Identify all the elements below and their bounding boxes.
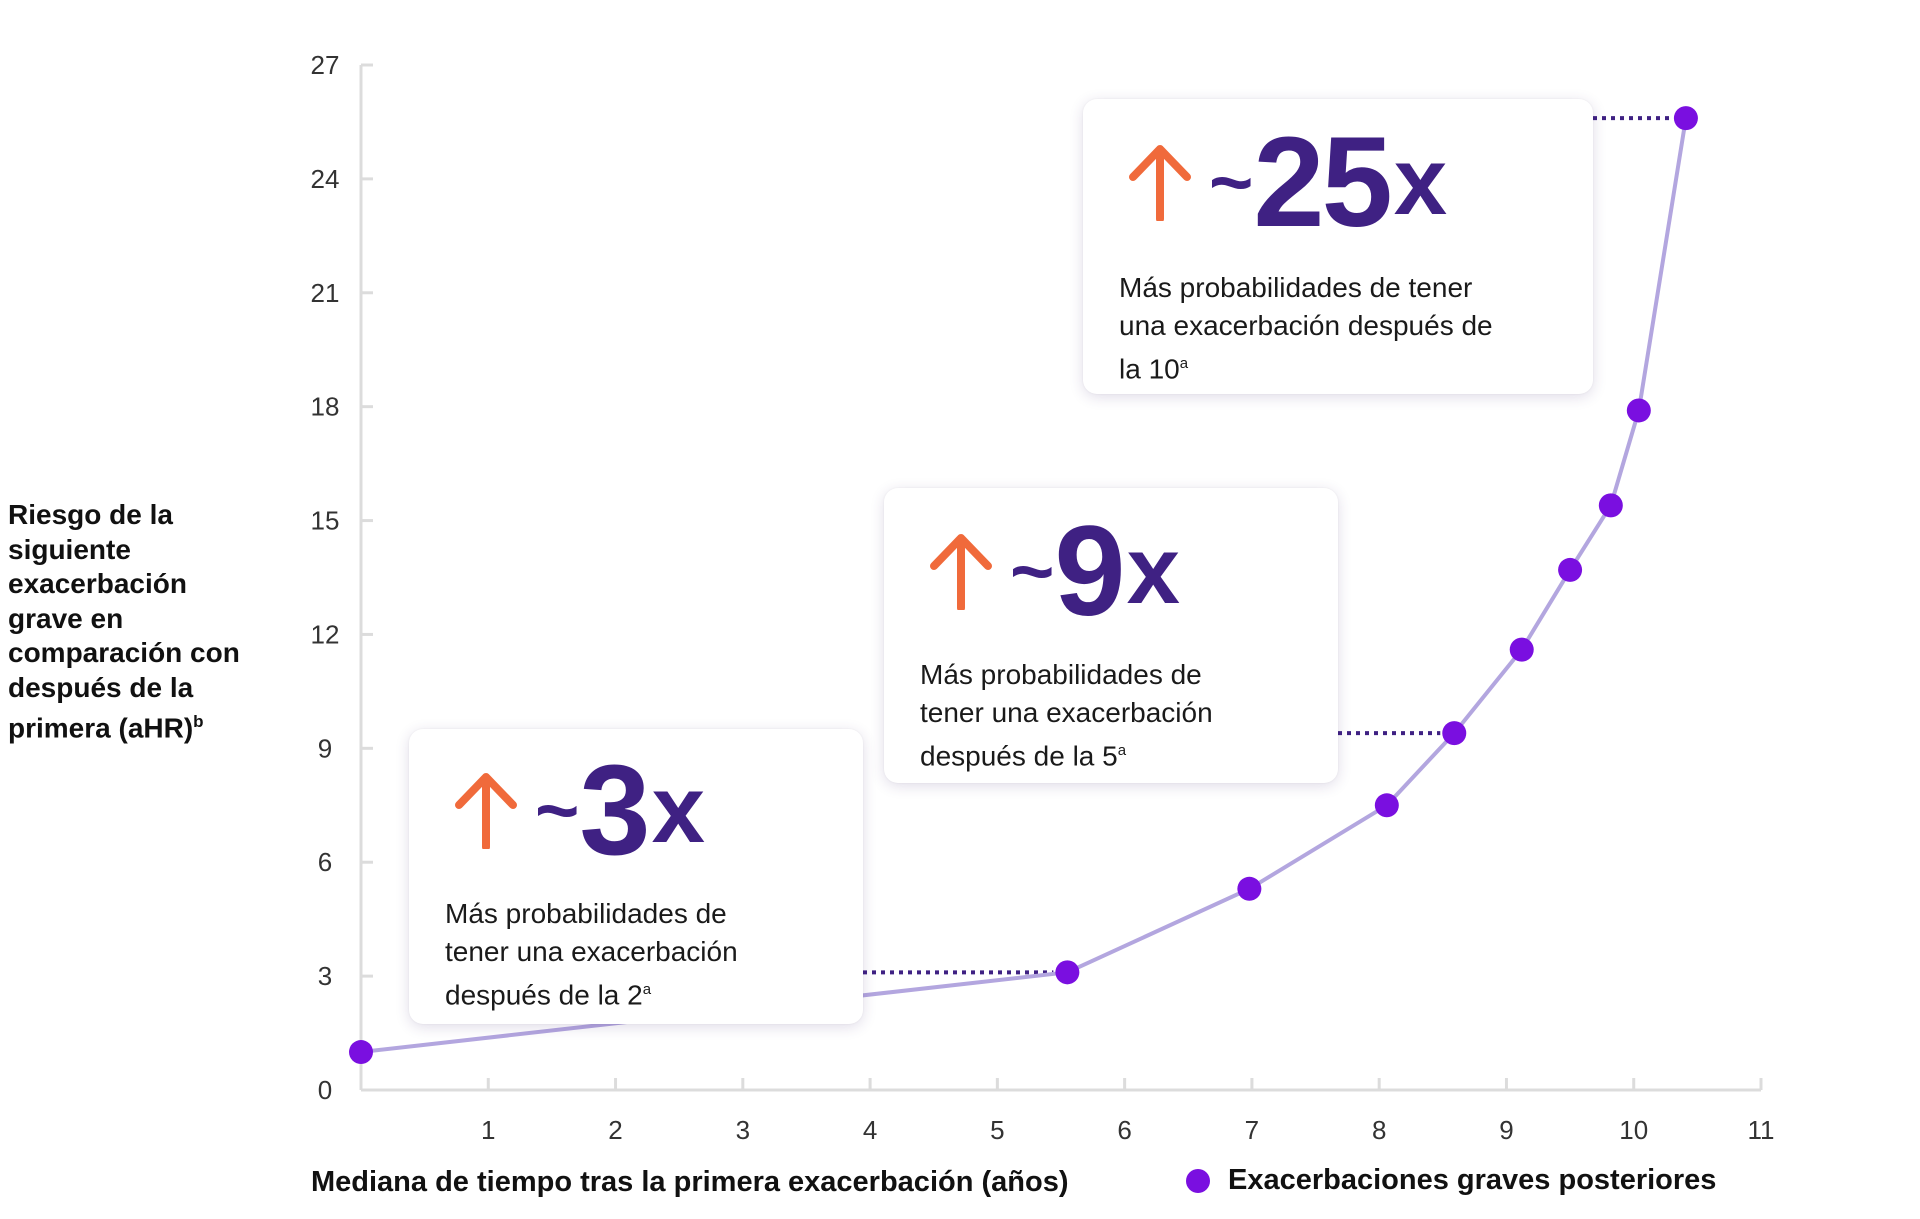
annotation-text-body: Más probabilidades de tener una exacerba…: [1119, 272, 1493, 385]
x-tick-label: 4: [863, 1115, 877, 1145]
series-line: [360, 117, 1688, 1054]
x-axis-label: Mediana de tiempo tras la primera exacer…: [311, 1166, 1069, 1198]
x-tick-label: 1: [481, 1115, 495, 1145]
x-tick-label: 5: [990, 1115, 1004, 1145]
annotation-text: Más probabilidades de tener una exacerba…: [445, 895, 738, 1014]
data-point: [1442, 721, 1467, 746]
data-point: [1626, 398, 1651, 423]
annotation-text: Más probabilidades de tener una exacerba…: [1119, 269, 1493, 388]
legend-marker: [1186, 1168, 1210, 1193]
y-tick-label: 3: [318, 961, 332, 991]
annotation-value: 25: [1253, 110, 1392, 254]
x-tick-label: 2: [608, 1115, 622, 1145]
x-tick-label: 9: [1499, 1115, 1513, 1145]
y-tick-label: 6: [318, 847, 332, 877]
y-tick-labels: 0 3 6 9 12 15 18 21 24 27: [311, 50, 340, 1105]
annotation-tilde: ~: [535, 767, 580, 853]
annotation-multiplier: x: [1393, 128, 1448, 235]
x-tick-label: 8: [1372, 1115, 1386, 1145]
data-point: [1673, 106, 1698, 131]
annotation-headline: ~ 3 x: [453, 739, 705, 882]
y-tick-label: 21: [311, 278, 340, 308]
y-tick-label: 18: [311, 392, 340, 422]
arrow-up-icon: [930, 534, 992, 610]
data-point: [1055, 960, 1080, 985]
annotation-headline: ~ 9 x: [928, 500, 1180, 643]
data-point: [1237, 876, 1262, 901]
data-point: [1374, 793, 1399, 818]
y-axis-label-superscript: b: [193, 712, 204, 731]
y-tick-label: 27: [311, 50, 340, 80]
x-tick-labels: 1 2 3 4 5 6 7 8 9 10 11: [481, 1115, 1774, 1145]
data-point: [1509, 637, 1534, 662]
y-tick-label: 0: [318, 1075, 332, 1105]
legend-label: Exacerbaciones graves posteriores: [1228, 1164, 1717, 1196]
y-tick-label: 15: [311, 506, 340, 536]
arrow-up-icon: [455, 773, 517, 849]
x-tick-label: 7: [1245, 1115, 1259, 1145]
axes: [359, 63, 1763, 1092]
annotation-multiplier: x: [1126, 517, 1180, 624]
data-point: [1598, 493, 1623, 518]
y-tick-label: 24: [311, 164, 340, 194]
annotation-tilde: ~: [1209, 139, 1254, 225]
annotation-card-3x: ~ 3 x Más probabilidades de tener una ex…: [409, 729, 863, 1024]
annotation-multiplier: x: [651, 756, 705, 863]
series-layer: [349, 106, 1698, 1065]
annotation-text-body: Más probabilidades de tener una exacerba…: [920, 659, 1213, 772]
annotation-value: 9: [1054, 499, 1125, 643]
annotation-text-body: Más probabilidades de tener una exacerba…: [445, 898, 738, 1011]
arrow-up-icon: [1129, 145, 1191, 221]
y-axis-label-text: Riesgo de la siguiente exacerbación grav…: [8, 499, 240, 744]
y-tick-label: 9: [318, 733, 332, 763]
x-tick-label: 11: [1748, 1115, 1775, 1145]
annotation-card-25x: ~ 25 x Más probabilidades de tener una e…: [1083, 99, 1593, 394]
x-tick-label: 6: [1117, 1115, 1131, 1145]
annotation-tilde: ~: [1010, 528, 1055, 614]
data-point: [1558, 557, 1583, 582]
annotation-value: 3: [579, 738, 650, 882]
x-tick-label: 10: [1619, 1115, 1648, 1145]
annotation-text: Más probabilidades de tener una exacerba…: [920, 656, 1213, 775]
annotation-headline: ~ 25 x: [1127, 111, 1448, 254]
y-tick-label: 12: [311, 619, 340, 649]
annotation-card-9x: ~ 9 x Más probabilidades de tener una ex…: [884, 488, 1338, 783]
annotation-text-superscript: a: [642, 981, 652, 998]
annotation-connectors: [863, 116, 1672, 975]
annotation-text-superscript: a: [1179, 355, 1189, 372]
y-axis-label: Riesgo de la siguiente exacerbación grav…: [8, 498, 268, 746]
x-tick-label: 3: [736, 1115, 750, 1145]
legend: Exacerbaciones graves posteriores: [1186, 1164, 1716, 1197]
data-point: [349, 1040, 373, 1065]
annotation-text-superscript: a: [1117, 742, 1127, 759]
